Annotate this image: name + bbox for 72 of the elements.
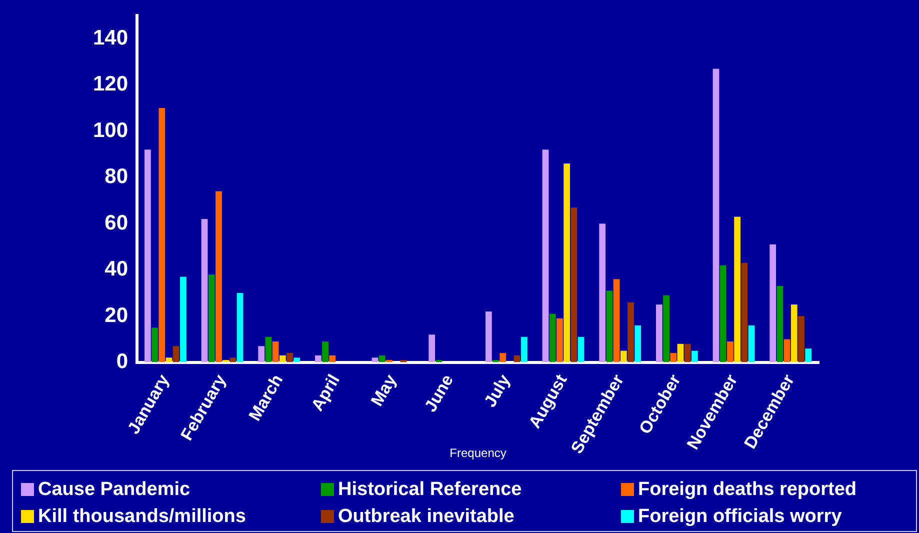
- bar: [180, 276, 186, 362]
- bar: [322, 342, 328, 362]
- bar: [258, 346, 265, 362]
- bar: [734, 216, 741, 362]
- bar: [712, 68, 720, 362]
- bar: [329, 355, 336, 362]
- bar: [634, 325, 642, 362]
- bar: [776, 286, 784, 362]
- bar: [208, 274, 215, 362]
- bar: [542, 150, 549, 362]
- bar: [770, 244, 776, 362]
- bar: [784, 339, 790, 362]
- bar: [216, 191, 222, 362]
- legend-label: Cause Pandemic: [37, 478, 192, 502]
- bar: [578, 336, 584, 362]
- bar: [279, 355, 286, 362]
- bar: [144, 150, 151, 362]
- y-tick-label: 60: [104, 211, 128, 234]
- bar: [485, 311, 492, 362]
- bar: [286, 353, 293, 362]
- bar: [520, 336, 528, 362]
- y-tick-label: 120: [92, 72, 128, 96]
- y-tick-label: 100: [92, 118, 128, 142]
- bar: [656, 304, 662, 362]
- bar: [265, 336, 272, 362]
- bar: [741, 262, 748, 362]
- bar: [620, 350, 627, 362]
- bar: [236, 292, 244, 362]
- y-tick-label: 20: [104, 304, 128, 327]
- bar: [677, 344, 684, 362]
- bar: [684, 344, 691, 362]
- bar: [599, 224, 606, 362]
- legend-label: Foreign deaths reported: [637, 478, 858, 502]
- legend-label: Historical Reference: [337, 478, 523, 502]
- bar: [805, 348, 812, 362]
- bar: [514, 355, 520, 362]
- y-tick-label: 80: [104, 165, 128, 188]
- legend-label: Outbreak inevitable: [337, 505, 516, 529]
- bar: [748, 325, 755, 362]
- bar: [172, 346, 180, 362]
- bar: [378, 355, 386, 362]
- bar: [790, 304, 798, 362]
- bar: [613, 279, 620, 362]
- bar: [670, 353, 677, 362]
- bar: [564, 164, 570, 362]
- bar: [628, 302, 634, 362]
- bar: [570, 207, 578, 362]
- x-axis-title: Frequency: [450, 446, 506, 460]
- bar: [201, 219, 208, 362]
- bar: [663, 295, 670, 362]
- bar: [549, 314, 556, 362]
- bar: [606, 290, 613, 362]
- bar: [272, 342, 279, 362]
- bar: [314, 355, 322, 362]
- bar: [428, 334, 436, 362]
- y-tick-label: 140: [92, 26, 128, 50]
- bar: [152, 328, 158, 362]
- y-tick-label: 40: [104, 258, 128, 281]
- bar: [294, 358, 300, 362]
- bar: [720, 265, 726, 362]
- legend-label: Kill thousands/millions: [37, 505, 247, 529]
- bar: [727, 342, 734, 362]
- bar: [798, 316, 804, 362]
- legend-label: Foreign officials worry: [637, 505, 843, 529]
- bar: [500, 353, 506, 362]
- bar: [556, 318, 563, 362]
- y-tick-label: 0: [116, 350, 128, 374]
- bar: [230, 358, 236, 362]
- bar: [158, 108, 166, 362]
- bar: [372, 358, 378, 362]
- bar: [691, 350, 698, 362]
- bar: [166, 358, 172, 362]
